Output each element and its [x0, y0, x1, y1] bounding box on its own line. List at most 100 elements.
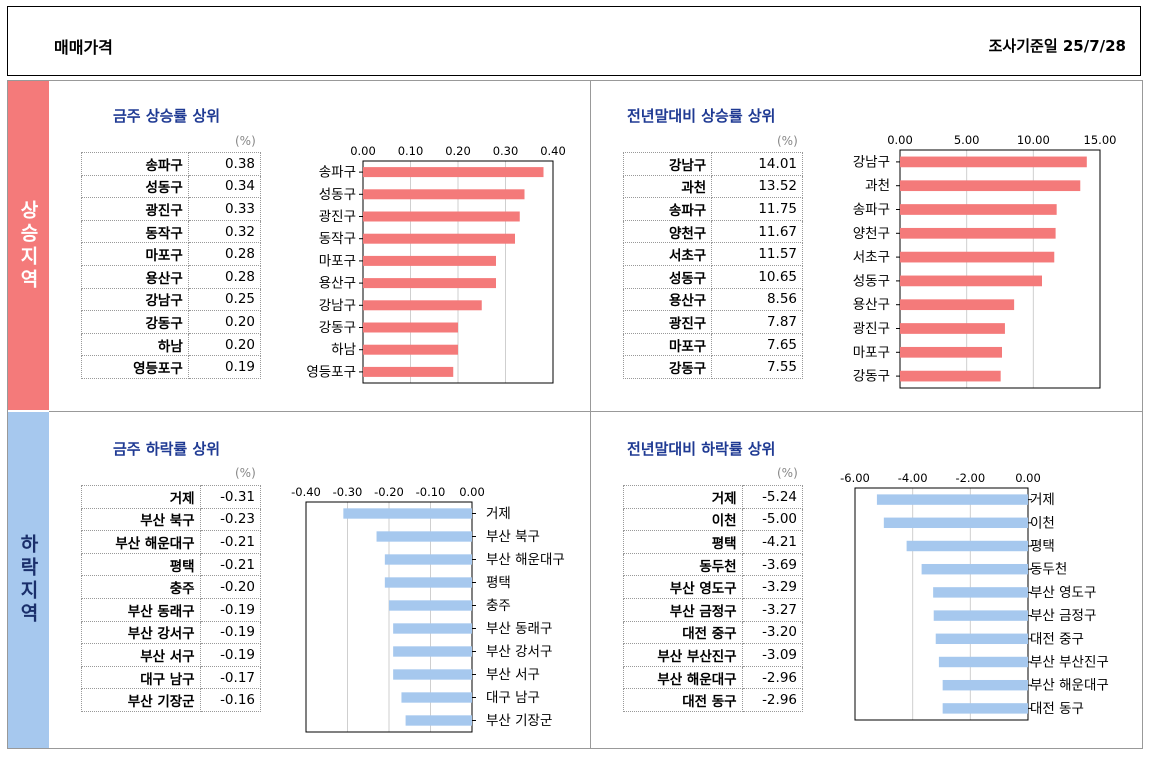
bar — [343, 508, 472, 519]
horizontal-divider — [49, 411, 1142, 412]
category-label: 거제 — [486, 506, 511, 522]
category-label: 충주 — [486, 598, 511, 614]
bar — [942, 703, 1028, 714]
table-row: 성동구 0.34 — [81, 174, 262, 199]
bar — [933, 610, 1028, 621]
region-name: 광진구 — [622, 310, 713, 334]
category-label: 부산 기장군 — [486, 713, 552, 729]
table-row: 부산 부산진구 -3.09 — [623, 643, 804, 667]
rate-value: -3.69 — [741, 552, 804, 577]
bar — [900, 323, 1005, 334]
rate-value: -0.20 — [199, 575, 262, 599]
region-name: 부산 강서구 — [81, 620, 201, 645]
region-name: 마포구 — [81, 242, 189, 266]
region-name: 부산 북구 — [81, 507, 201, 532]
bar — [900, 156, 1087, 168]
x-tick-label: 5.00 — [954, 133, 980, 147]
rate-value: -0.19 — [199, 620, 262, 645]
x-tick-label: 0.00 — [887, 133, 913, 147]
category-label: 평택 — [1030, 539, 1055, 555]
bar — [935, 633, 1028, 645]
category-label: 부산 동래구 — [486, 621, 552, 637]
region-name: 성동구 — [81, 174, 189, 199]
rate-value: 13.52 — [711, 174, 803, 199]
table-row: 평택 -4.21 — [623, 530, 804, 554]
table-row: 부산 해운대구 -0.21 — [81, 530, 262, 554]
table-row: 광진구 7.87 — [622, 310, 803, 334]
region-name: 대구 남구 — [81, 665, 201, 690]
table-row: 용산구 0.28 — [81, 264, 262, 289]
category-label: 이천 — [1030, 515, 1055, 531]
rate-value: 11.57 — [711, 242, 803, 266]
x-tick-label: -6.00 — [840, 471, 870, 485]
category-label: 부산 영도구 — [1030, 585, 1096, 601]
x-tick-label: -0.10 — [416, 485, 446, 499]
region-name: 부산 기장군 — [81, 688, 201, 712]
rate-value: -5.24 — [741, 485, 804, 509]
category-label: 서초구 — [853, 250, 890, 266]
table-row: 성동구 10.65 — [622, 264, 803, 289]
bar — [376, 531, 472, 542]
rate-value: 0.19 — [187, 355, 262, 379]
region-name: 부산 해운대구 — [81, 530, 201, 554]
bar — [900, 204, 1057, 215]
weekly-fall-title: 금주 하락률 상위 — [113, 440, 221, 458]
category-label: 송파구 — [853, 202, 890, 218]
category-label: 부산 서구 — [486, 667, 540, 683]
table-row: 강동구 0.20 — [81, 310, 262, 334]
rate-value: 0.20 — [187, 310, 262, 334]
category-label: 평택 — [486, 575, 511, 591]
reference-date: 조사기준일 25/7/28 — [988, 37, 1126, 55]
bar — [900, 346, 1002, 358]
weekly-fall-unit: (%) — [235, 466, 256, 480]
rate-value: 8.56 — [711, 287, 803, 312]
x-tick-label: 0.20 — [445, 144, 471, 158]
rate-value: 7.65 — [711, 332, 803, 357]
bar — [393, 623, 472, 634]
table-row: 대전 동구 -2.96 — [623, 688, 804, 712]
ytd-rise-table: 강남구 14.01 과천 13.52 송파구 11.75 양천구 11.67 서초구 11.57 성… — [622, 152, 803, 379]
rate-value: -0.19 — [199, 597, 262, 622]
category-label: 용산구 — [319, 276, 356, 292]
weekly-rise-title: 금주 상승률 상위 — [113, 107, 221, 125]
category-label: 과천 — [865, 178, 890, 194]
ytd-fall-unit: (%) — [777, 466, 798, 480]
rate-value: 0.28 — [187, 264, 262, 289]
category-label: 광진구 — [319, 209, 356, 225]
region-name: 거제 — [81, 485, 201, 509]
bar — [363, 300, 482, 311]
rate-value: -3.27 — [741, 597, 804, 622]
category-label: 거제 — [1030, 492, 1055, 508]
bar — [363, 366, 454, 377]
bar — [363, 278, 496, 289]
x-tick-label: -4.00 — [898, 471, 928, 485]
x-tick-label: 0.10 — [398, 144, 424, 158]
category-label: 부산 해운대구 — [486, 552, 565, 568]
x-tick-label: -0.40 — [291, 485, 321, 499]
table-row: 서초구 11.57 — [622, 242, 803, 266]
table-row: 양천구 11.67 — [622, 219, 803, 244]
table-row: 대구 남구 -0.17 — [81, 665, 262, 690]
table-row: 과천 13.52 — [622, 174, 803, 199]
region-name: 송파구 — [622, 197, 713, 221]
x-tick-label: -0.30 — [333, 485, 363, 499]
page-title: 매매가격 — [54, 38, 113, 57]
region-name: 양천구 — [622, 219, 713, 244]
category-label: 부산 금정구 — [1030, 608, 1096, 624]
rate-value: -0.17 — [199, 665, 262, 690]
category-label: 하남 — [331, 342, 356, 358]
table-row: 강동구 7.55 — [622, 355, 803, 379]
x-tick-label: -0.20 — [374, 485, 404, 499]
rate-value: -4.21 — [741, 530, 804, 554]
table-row: 영등포구 0.19 — [81, 355, 262, 379]
x-tick-label: 0.40 — [540, 144, 566, 158]
category-label: 강남구 — [319, 298, 356, 314]
category-label: 대구 남구 — [486, 690, 540, 706]
region-name: 이천 — [623, 507, 743, 532]
category-label: 마포구 — [319, 253, 356, 269]
rate-value: -0.16 — [199, 688, 262, 712]
ytd-rise-unit: (%) — [777, 134, 798, 148]
bar — [363, 233, 515, 244]
bar — [363, 322, 458, 333]
